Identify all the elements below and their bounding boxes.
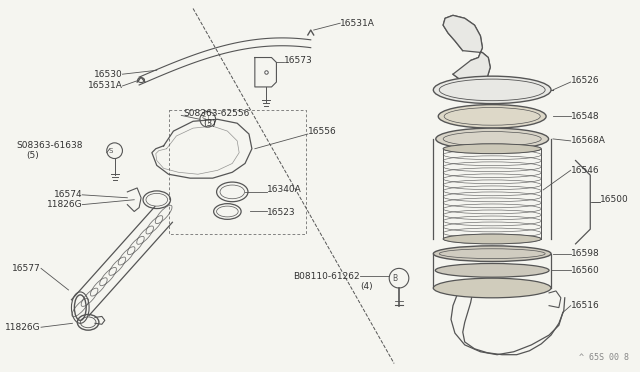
Text: 16516: 16516 [571, 301, 600, 310]
Text: 16531A: 16531A [340, 19, 375, 28]
Ellipse shape [435, 263, 549, 277]
Text: 16500: 16500 [600, 195, 629, 204]
Text: 16556: 16556 [308, 126, 337, 135]
Ellipse shape [433, 278, 551, 298]
Polygon shape [443, 15, 490, 84]
Ellipse shape [443, 234, 541, 244]
Text: S08363-62556: S08363-62556 [183, 109, 250, 118]
Text: S: S [109, 148, 113, 154]
Text: S08363-61638: S08363-61638 [17, 141, 83, 150]
Ellipse shape [433, 76, 551, 104]
Text: B08110-61262: B08110-61262 [293, 272, 360, 281]
Text: 11826G: 11826G [5, 323, 41, 332]
Text: 16523: 16523 [267, 208, 295, 217]
Text: 16530: 16530 [93, 70, 122, 79]
Text: B: B [392, 274, 397, 283]
Text: (3): (3) [203, 119, 216, 128]
Text: 16548: 16548 [571, 112, 599, 121]
Text: 16531A: 16531A [88, 81, 122, 90]
Text: 16577: 16577 [12, 264, 41, 273]
Text: 16574: 16574 [54, 190, 82, 199]
Text: 16568A: 16568A [571, 137, 605, 145]
Ellipse shape [438, 105, 546, 128]
Text: 16598: 16598 [571, 249, 600, 258]
Ellipse shape [443, 144, 541, 154]
Text: S: S [202, 116, 206, 122]
Text: (5): (5) [26, 151, 39, 160]
Ellipse shape [433, 246, 551, 262]
Text: 16560: 16560 [571, 266, 600, 275]
Ellipse shape [436, 128, 548, 150]
Text: 16340A: 16340A [267, 185, 301, 195]
Text: 16546: 16546 [571, 166, 599, 175]
Text: ^ 65S 00 8: ^ 65S 00 8 [579, 353, 630, 362]
Text: 16573: 16573 [284, 56, 313, 65]
Text: (4): (4) [360, 282, 372, 291]
Text: 11826G: 11826G [47, 200, 82, 209]
Text: 16526: 16526 [571, 76, 599, 84]
